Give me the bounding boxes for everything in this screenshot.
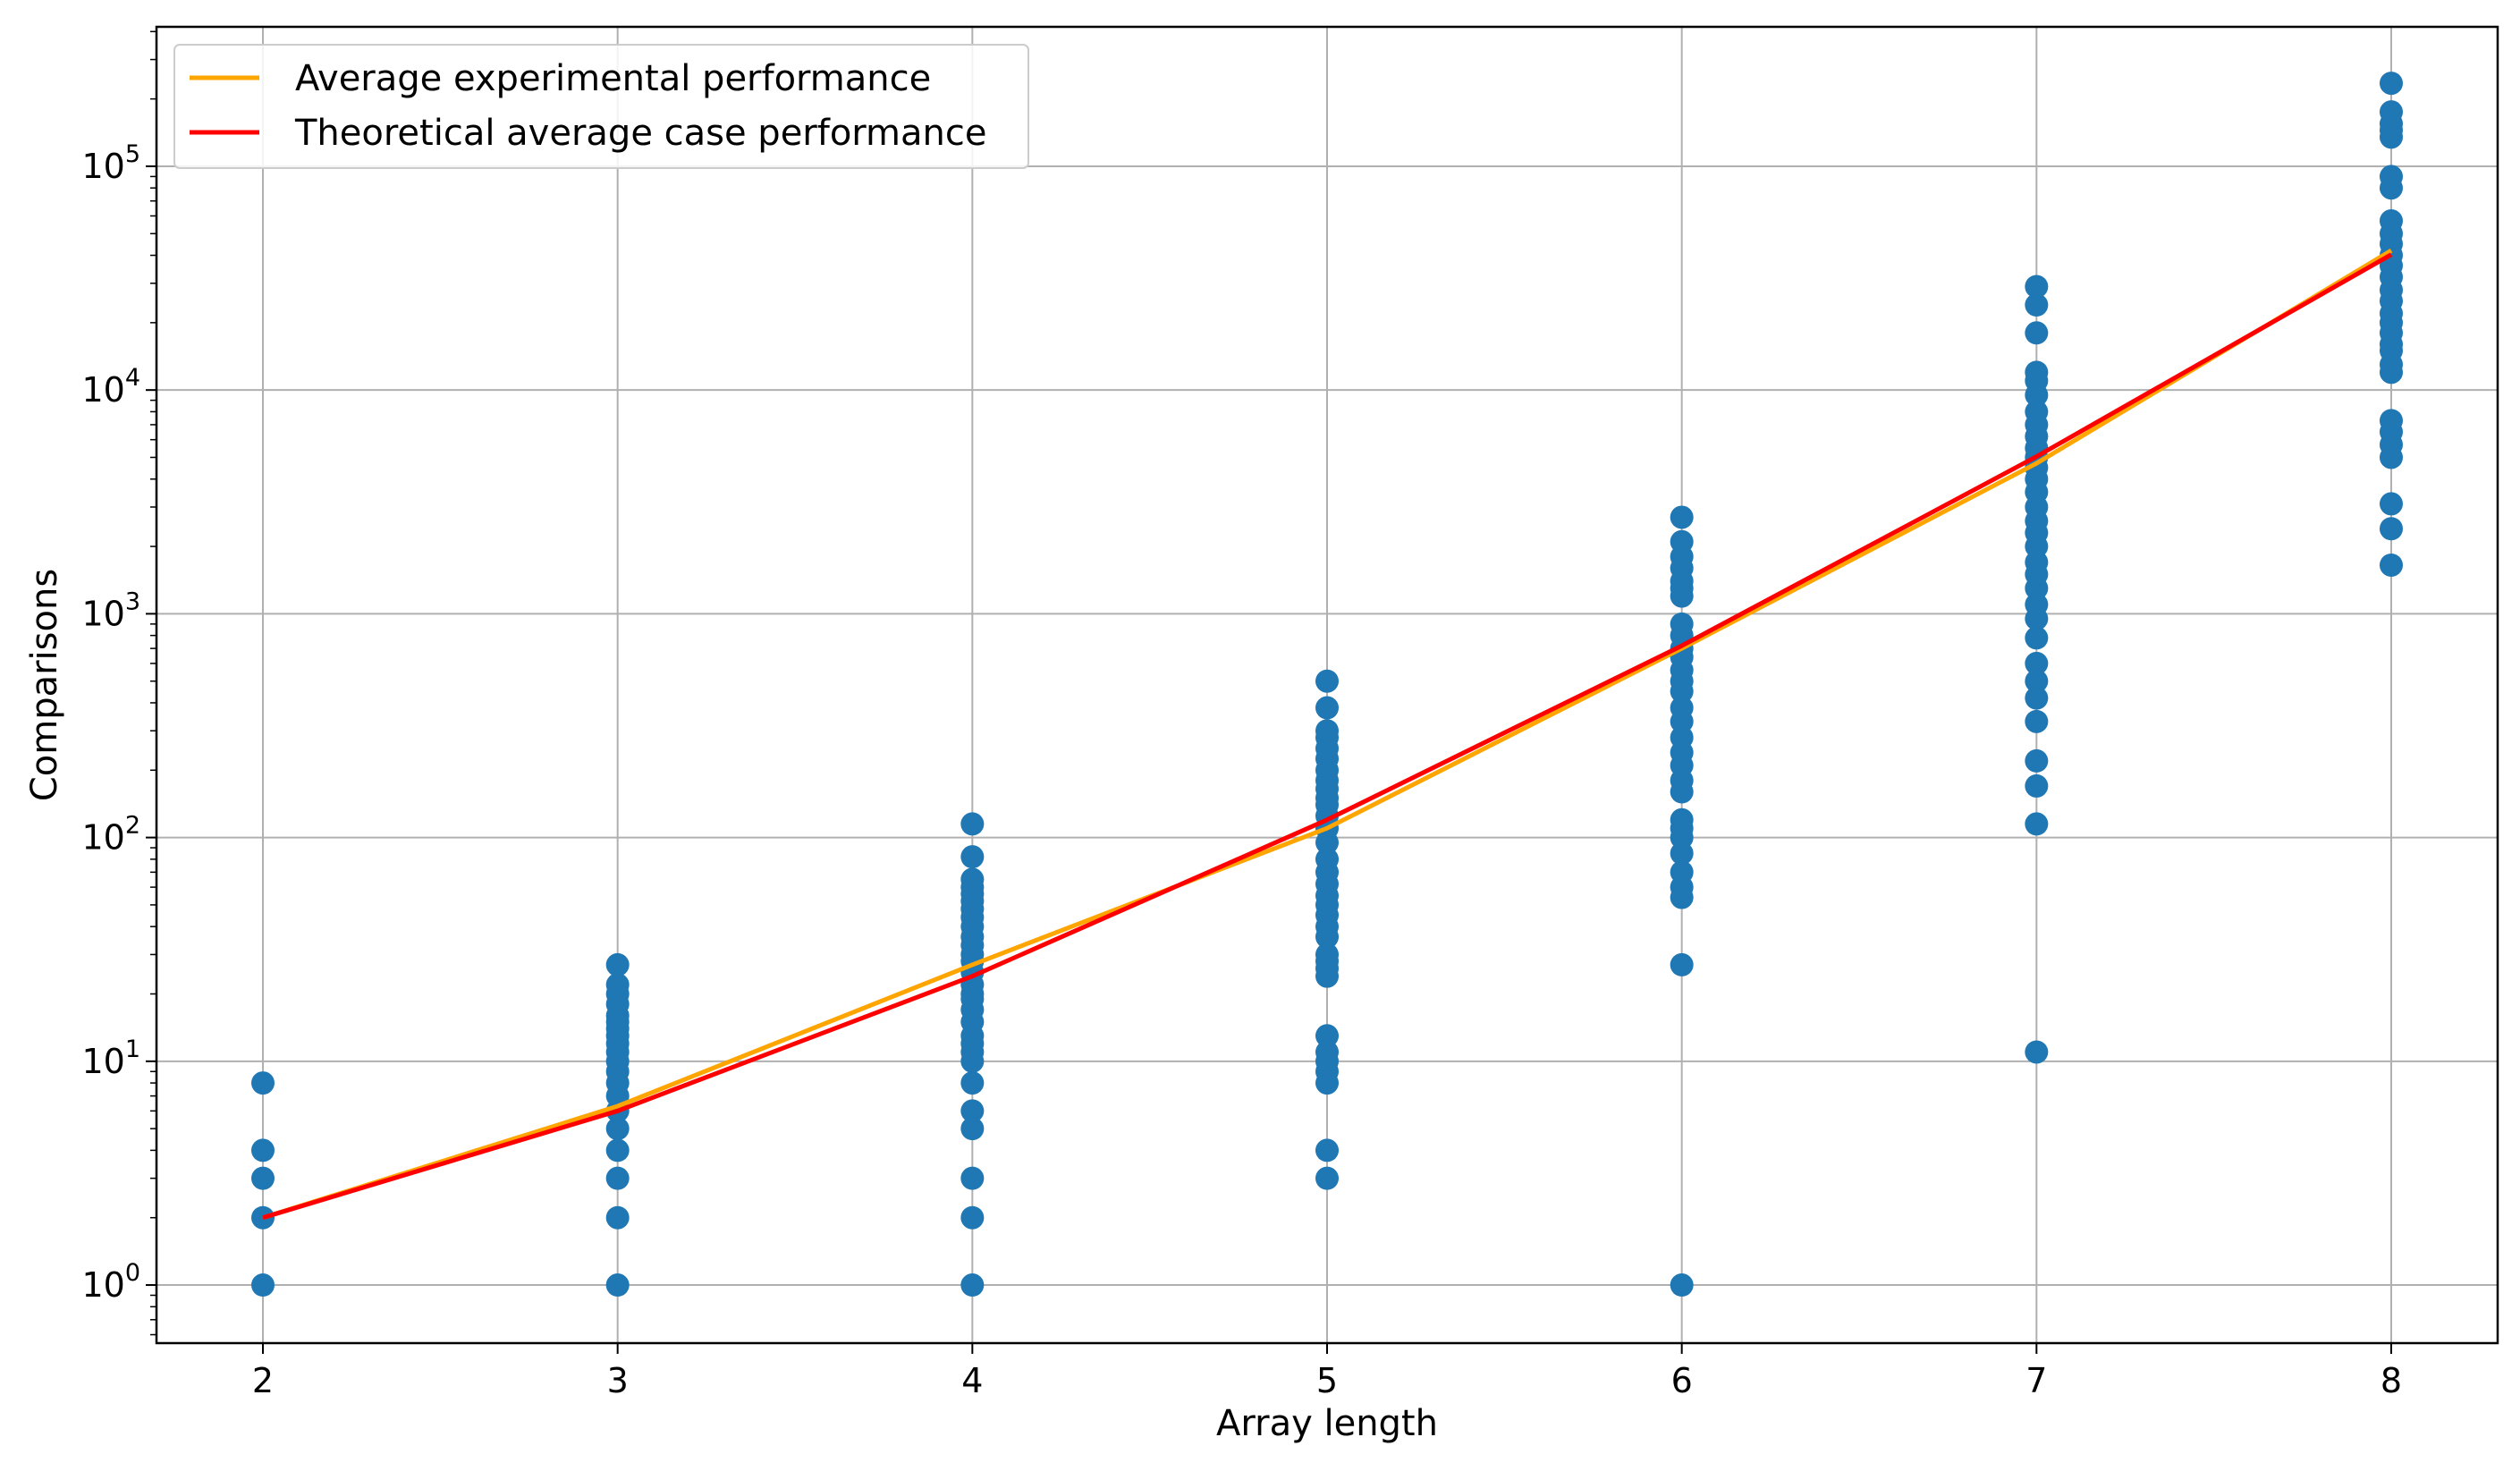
scatter-point — [1315, 847, 1339, 871]
scatter-point — [2380, 492, 2403, 516]
scatter-point — [605, 1138, 630, 1162]
scatter-point — [251, 1071, 275, 1095]
y-tick-labels: 100 101 102 103 104 105 — [81, 140, 140, 1305]
scatter-point — [251, 1205, 275, 1230]
series-line-average-experimental — [262, 249, 2393, 1221]
scatter-point — [605, 1273, 630, 1298]
scatter-point — [2025, 321, 2049, 345]
scatter-point — [605, 973, 630, 997]
scatter-point — [2025, 275, 2049, 299]
x-axis-label: Array length — [1216, 1403, 1438, 1444]
scatter-point — [605, 1166, 630, 1190]
x-tick-label: 2 — [252, 1361, 274, 1400]
scatter-point — [960, 1071, 985, 1095]
y-tick-label: 105 — [81, 140, 140, 186]
scatter-point — [960, 1099, 985, 1123]
scatter-point — [1315, 1166, 1339, 1190]
legend-label-theoretical-average: Theoretical average case performance — [294, 113, 986, 154]
scatter-point — [2380, 100, 2403, 124]
scatter-point — [2025, 651, 2049, 675]
x-tick-label: 8 — [2380, 1361, 2402, 1400]
scatter-point — [2025, 748, 2049, 773]
scatter-point — [2380, 165, 2403, 189]
scatter-point — [2025, 774, 2049, 798]
scatter-point — [251, 1138, 275, 1162]
scatter-point — [1315, 719, 1339, 743]
scatter-point — [251, 1273, 275, 1298]
scatter-point — [2025, 626, 2049, 650]
scatter-point — [1670, 1273, 1694, 1298]
y-tick-label: 102 — [81, 812, 140, 858]
scatter-point — [605, 1117, 630, 1141]
scatter-point — [1315, 1040, 1339, 1064]
scatter-point — [2025, 686, 2049, 710]
scatter-point — [2025, 669, 2049, 693]
scatter-point — [2025, 593, 2049, 617]
scatter-point — [1670, 696, 1694, 720]
scatter-point — [1670, 725, 1694, 749]
x-tick-label: 3 — [607, 1361, 629, 1400]
scatter-point — [2380, 409, 2403, 433]
scatter-point — [960, 1205, 985, 1230]
scatter-point — [1315, 696, 1339, 720]
scatter-point — [1670, 505, 1694, 529]
scatter-point — [1670, 807, 1694, 832]
scatter-point — [960, 1166, 985, 1190]
scatter-point — [1315, 1138, 1339, 1162]
legend-label-average-experimental: Average experimental performance — [295, 58, 931, 99]
scatter-point — [960, 867, 985, 892]
y-tick-label: 100 — [81, 1259, 140, 1305]
x-tick-label: 5 — [1316, 1361, 1338, 1400]
y-axis-label: Comparisons — [24, 569, 65, 801]
scatter-point — [1315, 669, 1339, 693]
axis-ticks — [146, 30, 2392, 1354]
y-tick-label: 104 — [81, 364, 140, 410]
scatter-point — [2025, 293, 2049, 317]
series-lines — [262, 249, 2393, 1221]
y-tick-label: 101 — [81, 1036, 140, 1081]
x-tick-label: 4 — [961, 1361, 983, 1400]
scatter-point — [2025, 1040, 2049, 1064]
scatter-point — [2025, 812, 2049, 836]
legend: Average experimental performance Theoret… — [173, 44, 1029, 169]
scatter-point — [960, 1117, 985, 1141]
scatter-point — [2025, 709, 2049, 733]
legend-box — [173, 44, 1029, 169]
scatter-point — [1315, 943, 1339, 967]
scatter-point — [960, 1273, 985, 1298]
scatter-point — [2380, 517, 2403, 541]
scatter-point — [605, 1205, 630, 1230]
scatter-point — [1670, 529, 1694, 554]
scatter-points — [251, 72, 2403, 1298]
scatter-point — [2025, 400, 2049, 424]
scatter-point — [1315, 1024, 1339, 1048]
scatter-point — [605, 952, 630, 976]
scatter-point — [2380, 553, 2403, 577]
scatter-point — [2380, 209, 2403, 233]
x-tick-labels: 2 3 4 5 6 7 8 — [252, 1361, 2402, 1400]
scatter-point — [2380, 72, 2403, 96]
scatter-point — [1670, 952, 1694, 976]
scatter-point — [2025, 360, 2049, 385]
scatter-point — [1670, 860, 1694, 884]
x-tick-label: 7 — [2025, 1361, 2047, 1400]
x-tick-label: 6 — [1671, 1361, 1693, 1400]
series-line-theoretical-average — [262, 252, 2393, 1221]
scatter-point — [251, 1166, 275, 1190]
scatter-point — [1670, 612, 1694, 636]
scatter-point — [960, 812, 985, 836]
scatter-point — [960, 845, 985, 869]
y-tick-label: 103 — [81, 588, 140, 633]
